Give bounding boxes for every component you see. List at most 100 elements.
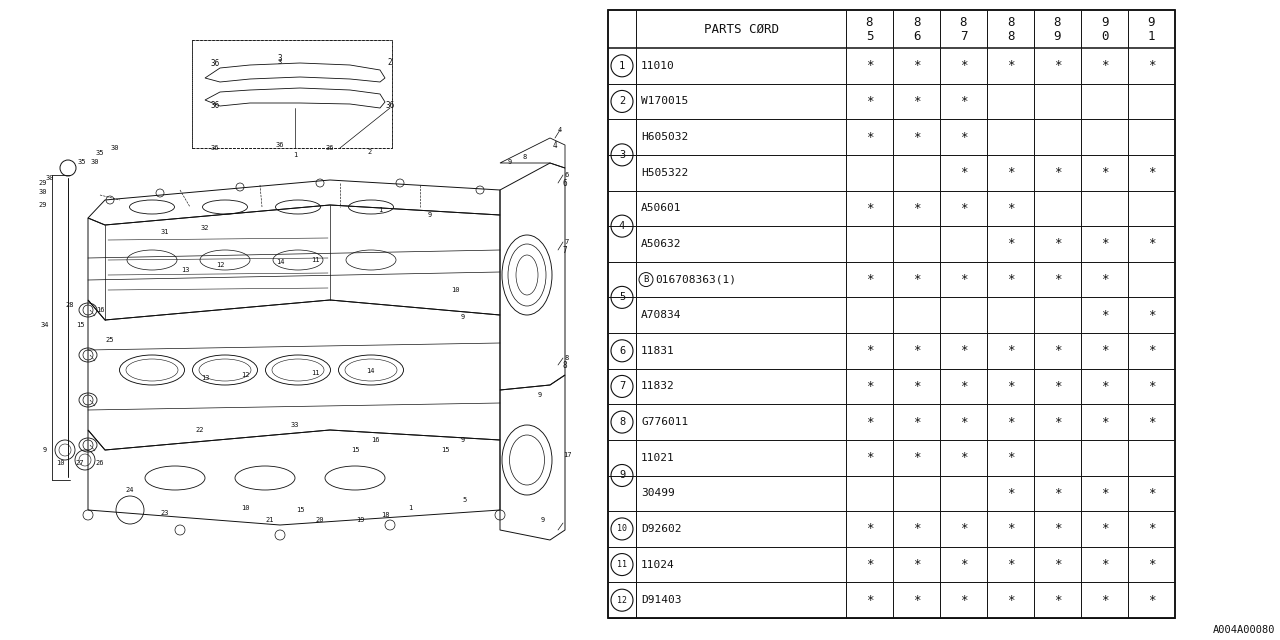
Text: 8: 8 xyxy=(913,15,920,29)
Text: 9: 9 xyxy=(461,314,465,320)
Text: 9: 9 xyxy=(618,470,625,481)
Text: 30499: 30499 xyxy=(641,488,675,499)
Text: *: * xyxy=(960,273,968,286)
Text: 27: 27 xyxy=(76,460,84,466)
Text: *: * xyxy=(913,451,920,464)
Text: 8: 8 xyxy=(865,15,873,29)
Text: 19: 19 xyxy=(356,517,365,523)
Text: *: * xyxy=(1053,380,1061,393)
Text: 8: 8 xyxy=(1007,29,1014,42)
Text: 13: 13 xyxy=(201,375,209,381)
Text: *: * xyxy=(960,95,968,108)
Text: *: * xyxy=(960,451,968,464)
Bar xyxy=(608,10,1175,618)
Text: *: * xyxy=(865,380,873,393)
Text: 2: 2 xyxy=(367,149,372,155)
Text: *: * xyxy=(1007,594,1014,607)
Text: *: * xyxy=(1053,522,1061,536)
Text: *: * xyxy=(1148,344,1156,357)
Text: 9: 9 xyxy=(541,517,545,523)
Text: 6: 6 xyxy=(913,29,920,42)
Text: 36: 36 xyxy=(275,142,284,148)
Text: 7: 7 xyxy=(960,29,968,42)
Text: 5: 5 xyxy=(618,292,625,302)
Text: *: * xyxy=(1148,380,1156,393)
Text: 16: 16 xyxy=(371,437,379,443)
Text: 32: 32 xyxy=(201,225,209,231)
Text: *: * xyxy=(1007,451,1014,464)
Text: 4: 4 xyxy=(553,141,557,150)
Text: *: * xyxy=(1148,522,1156,536)
Text: *: * xyxy=(1007,60,1014,72)
Text: *: * xyxy=(960,344,968,357)
Text: 11: 11 xyxy=(311,370,319,376)
Text: 1: 1 xyxy=(1148,29,1156,42)
Text: 9: 9 xyxy=(428,212,433,218)
Text: *: * xyxy=(1007,166,1014,179)
Text: *: * xyxy=(1053,558,1061,571)
Text: 29: 29 xyxy=(38,202,47,208)
Bar xyxy=(608,10,1175,618)
Text: 9: 9 xyxy=(508,159,512,165)
Text: *: * xyxy=(1101,558,1108,571)
Text: A70834: A70834 xyxy=(641,310,681,320)
Text: W170015: W170015 xyxy=(641,97,689,106)
Text: *: * xyxy=(865,594,873,607)
Text: 11831: 11831 xyxy=(641,346,675,356)
Text: 5: 5 xyxy=(865,29,873,42)
Text: 8: 8 xyxy=(960,15,968,29)
Text: *: * xyxy=(1007,380,1014,393)
Text: 8: 8 xyxy=(618,417,625,427)
Text: *: * xyxy=(960,202,968,215)
Text: 31: 31 xyxy=(161,229,169,235)
Text: 11: 11 xyxy=(311,257,319,263)
Text: 0: 0 xyxy=(1101,29,1108,42)
Text: 28: 28 xyxy=(65,302,74,308)
Text: *: * xyxy=(865,451,873,464)
Text: *: * xyxy=(1007,487,1014,500)
Text: 13: 13 xyxy=(180,267,189,273)
Text: 14: 14 xyxy=(275,259,284,265)
Text: *: * xyxy=(865,60,873,72)
Text: *: * xyxy=(960,594,968,607)
Text: *: * xyxy=(1007,415,1014,429)
Text: 11: 11 xyxy=(617,560,627,569)
Text: *: * xyxy=(865,202,873,215)
Text: *: * xyxy=(1053,60,1061,72)
Text: *: * xyxy=(1053,237,1061,250)
Text: *: * xyxy=(913,344,920,357)
Text: 15: 15 xyxy=(351,447,360,453)
Text: *: * xyxy=(1148,415,1156,429)
Text: *: * xyxy=(1007,344,1014,357)
Text: 15: 15 xyxy=(296,507,305,513)
Text: 12: 12 xyxy=(216,262,224,268)
Text: 8: 8 xyxy=(1007,15,1014,29)
Text: 5: 5 xyxy=(463,497,467,503)
Text: 1: 1 xyxy=(618,61,625,71)
Text: 8: 8 xyxy=(563,360,567,369)
Text: *: * xyxy=(1148,308,1156,322)
Text: *: * xyxy=(913,558,920,571)
Text: A50632: A50632 xyxy=(641,239,681,249)
Text: *: * xyxy=(1101,344,1108,357)
Text: 016708363(1): 016708363(1) xyxy=(655,275,736,285)
Text: *: * xyxy=(865,415,873,429)
Text: 9: 9 xyxy=(461,437,465,443)
Text: 17: 17 xyxy=(563,452,571,458)
Text: *: * xyxy=(1053,487,1061,500)
Text: *: * xyxy=(960,60,968,72)
Text: 36: 36 xyxy=(210,58,220,67)
Text: 36: 36 xyxy=(210,100,220,109)
Text: *: * xyxy=(1053,415,1061,429)
Text: 6: 6 xyxy=(618,346,625,356)
Text: *: * xyxy=(913,95,920,108)
Text: 22: 22 xyxy=(196,427,205,433)
Text: D91403: D91403 xyxy=(641,595,681,605)
Text: H505322: H505322 xyxy=(641,168,689,178)
Text: *: * xyxy=(1148,237,1156,250)
Text: *: * xyxy=(865,95,873,108)
Text: 36: 36 xyxy=(385,100,394,109)
Text: 26: 26 xyxy=(96,460,104,466)
Text: 29: 29 xyxy=(38,180,47,186)
Text: 21: 21 xyxy=(266,517,274,523)
